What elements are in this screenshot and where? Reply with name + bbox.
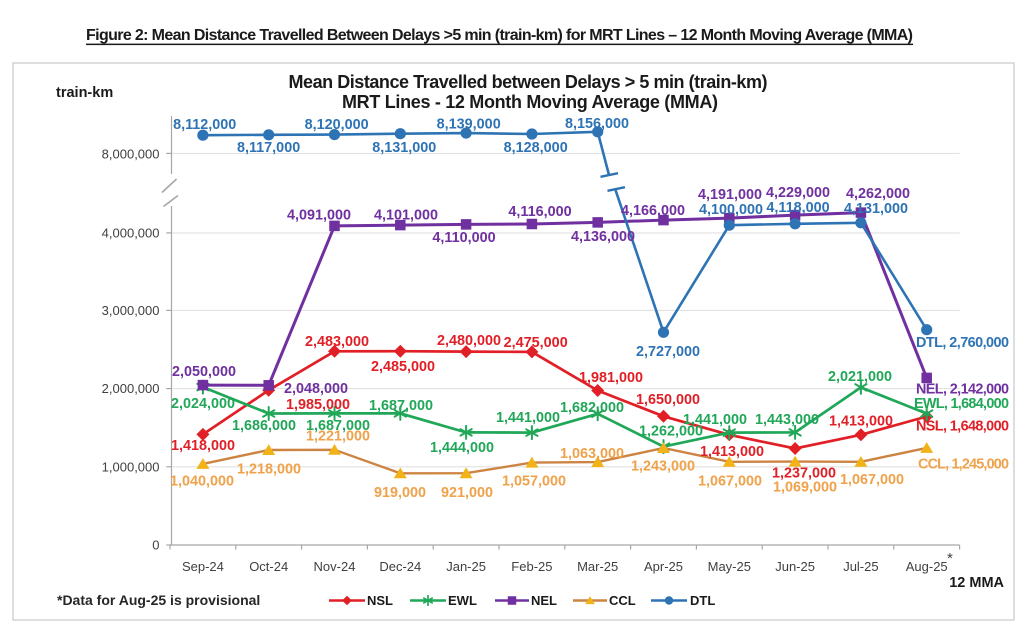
svg-text:2,485,000: 2,485,000 (371, 359, 435, 375)
svg-text:1,687,000: 1,687,000 (306, 418, 370, 434)
svg-text:1,067,000: 1,067,000 (698, 474, 762, 490)
svg-text:Jan-25: Jan-25 (446, 559, 486, 574)
svg-text:1,237,000: 1,237,000 (772, 466, 836, 482)
svg-text:1,441,000: 1,441,000 (683, 412, 747, 428)
svg-text:2,048,000: 2,048,000 (284, 381, 348, 397)
svg-text:4,091,000: 4,091,000 (287, 208, 351, 224)
svg-text:1,981,000: 1,981,000 (579, 370, 643, 386)
svg-text:1,243,000: 1,243,000 (631, 459, 695, 475)
svg-text:1,067,000: 1,067,000 (840, 472, 904, 488)
svg-text:2,024,000: 2,024,000 (171, 396, 235, 412)
svg-text:2,021,000: 2,021,000 (828, 369, 892, 385)
svg-text:train-km: train-km (56, 85, 113, 101)
svg-text:8,128,000: 8,128,000 (504, 140, 568, 156)
svg-text:1,682,000: 1,682,000 (560, 400, 624, 416)
svg-text:MRT Lines - 12 Month Moving Av: MRT Lines - 12 Month Moving Average (MMA… (342, 92, 718, 112)
svg-text:CCL, 1,245,000: CCL, 1,245,000 (918, 457, 1009, 473)
svg-text:1,057,000: 1,057,000 (502, 474, 566, 490)
svg-text:Jul-25: Jul-25 (843, 559, 878, 574)
svg-text:2,475,000: 2,475,000 (504, 335, 568, 351)
svg-text:Sep-24: Sep-24 (182, 559, 224, 574)
svg-text:1,040,000: 1,040,000 (170, 474, 234, 490)
svg-text:1,650,000: 1,650,000 (636, 392, 700, 408)
svg-text:8,131,000: 8,131,000 (372, 140, 436, 156)
svg-text:EWL, 1,684,000: EWL, 1,684,000 (914, 396, 1009, 412)
svg-text:May-25: May-25 (708, 559, 751, 574)
svg-text:4,116,000: 4,116,000 (508, 204, 571, 220)
svg-text:DTL: DTL (690, 593, 715, 608)
svg-text:12 MMA: 12 MMA (949, 575, 1004, 591)
svg-text:EWL: EWL (448, 593, 477, 608)
svg-text:1,687,000: 1,687,000 (369, 398, 433, 414)
svg-text:1,686,000: 1,686,000 (232, 418, 296, 434)
svg-text:1,441,000: 1,441,000 (496, 410, 560, 426)
svg-text:Oct-24: Oct-24 (249, 559, 288, 574)
svg-text:1,063,000: 1,063,000 (560, 446, 624, 462)
svg-text:4,136,000: 4,136,000 (571, 229, 635, 245)
svg-text:Aug-25: Aug-25 (906, 559, 948, 574)
svg-text:1,418,000: 1,418,000 (171, 438, 235, 454)
svg-text:1,000,000: 1,000,000 (102, 459, 160, 474)
svg-text:Mar-25: Mar-25 (577, 559, 618, 574)
svg-text:0: 0 (152, 538, 159, 553)
svg-text:NEL: NEL (531, 593, 557, 608)
svg-text:4,000,000: 4,000,000 (102, 225, 160, 240)
svg-text:2,000,000: 2,000,000 (102, 381, 160, 396)
svg-text:1,443,000: 1,443,000 (755, 412, 819, 428)
svg-text:919,000: 919,000 (374, 485, 426, 501)
svg-text:4,118,000: 4,118,000 (766, 200, 829, 216)
svg-text:1,985,000: 1,985,000 (286, 397, 350, 413)
svg-text:8,117,000: 8,117,000 (237, 140, 300, 156)
svg-text:2,480,000: 2,480,000 (437, 333, 501, 349)
svg-text:CCL: CCL (609, 593, 636, 608)
svg-text:1,069,000: 1,069,000 (773, 480, 837, 496)
svg-text:8,120,000: 8,120,000 (305, 117, 369, 133)
svg-text:4,131,000: 4,131,000 (844, 201, 908, 217)
svg-text:4,100,000: 4,100,000 (699, 202, 763, 218)
svg-text:NSL, 1,648,000: NSL, 1,648,000 (916, 419, 1009, 435)
svg-text:2,050,000: 2,050,000 (172, 364, 236, 380)
svg-text:8,156,000: 8,156,000 (565, 116, 629, 132)
svg-text:2,727,000: 2,727,000 (636, 344, 700, 360)
svg-text:*Data for Aug-25 is provisiona: *Data for Aug-25 is provisional (57, 592, 260, 608)
svg-text:8,139,000: 8,139,000 (437, 117, 501, 133)
svg-text:*: * (947, 550, 953, 567)
svg-text:1,262,000: 1,262,000 (639, 424, 703, 440)
svg-text:Apr-25: Apr-25 (644, 559, 683, 574)
svg-text:Dec-24: Dec-24 (379, 559, 421, 574)
svg-text:Mean Distance Travelled betwee: Mean Distance Travelled between Delays >… (289, 72, 768, 92)
svg-text:Figure 2: Mean Distance Travel: Figure 2: Mean Distance Travelled Betwee… (86, 27, 913, 44)
svg-text:4,229,000: 4,229,000 (766, 185, 830, 201)
svg-text:1,413,000: 1,413,000 (829, 414, 893, 430)
svg-text:DTL, 2,760,000: DTL, 2,760,000 (916, 335, 1009, 351)
svg-text:4,166,000: 4,166,000 (621, 203, 685, 219)
svg-text:Jun-25: Jun-25 (775, 559, 815, 574)
svg-text:8,112,000: 8,112,000 (173, 117, 236, 133)
svg-text:1,218,000: 1,218,000 (237, 462, 301, 478)
svg-text:921,000: 921,000 (441, 485, 493, 501)
svg-text:1,413,000: 1,413,000 (700, 444, 764, 460)
svg-text:3,000,000: 3,000,000 (102, 303, 160, 318)
svg-text:4,110,000: 4,110,000 (432, 230, 495, 246)
svg-text:8,000,000: 8,000,000 (102, 146, 160, 161)
svg-text:4,262,000: 4,262,000 (846, 186, 910, 202)
svg-text:NSL: NSL (367, 593, 393, 608)
svg-text:2,483,000: 2,483,000 (305, 334, 369, 350)
svg-text:Feb-25: Feb-25 (511, 559, 552, 574)
svg-text:Nov-24: Nov-24 (314, 559, 356, 574)
svg-text:1,444,000: 1,444,000 (430, 440, 494, 456)
svg-text:NEL, 2,142,000: NEL, 2,142,000 (916, 382, 1009, 398)
svg-text:4,101,000: 4,101,000 (374, 208, 438, 224)
svg-text:4,191,000: 4,191,000 (698, 187, 762, 203)
svg-text:1,221,000: 1,221,000 (306, 429, 370, 445)
